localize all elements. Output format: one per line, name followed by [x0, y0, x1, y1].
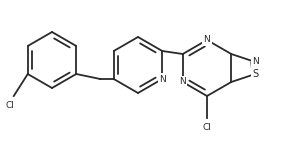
Text: S: S [252, 69, 258, 79]
Text: Cl: Cl [203, 123, 211, 131]
Text: N: N [159, 74, 166, 84]
Text: Cl: Cl [5, 101, 14, 109]
Text: N: N [179, 77, 186, 87]
Text: N: N [204, 36, 210, 44]
Text: N: N [252, 57, 259, 67]
